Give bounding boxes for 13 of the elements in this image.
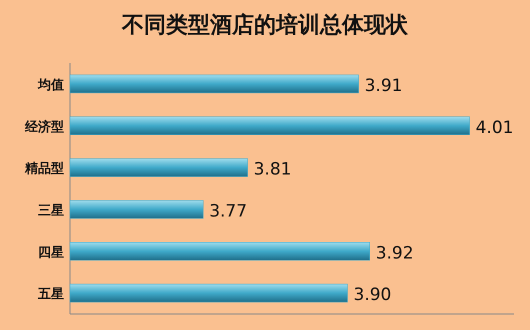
data-label: 3.77	[209, 201, 248, 222]
data-label: 3.91	[364, 76, 402, 96]
data-label: 3.81	[254, 160, 292, 180]
y-tick-label: 均值	[37, 78, 64, 93]
y-tick-label: 经济型	[24, 118, 64, 135]
data-label: 3.90	[354, 285, 392, 306]
y-tick-label: 三星	[38, 203, 64, 218]
y-tick-label: 五星	[37, 287, 64, 302]
y-tick-label: 四星	[38, 245, 64, 260]
data-label: 4.01	[476, 118, 514, 138]
y-tick-label: 精品型	[24, 162, 64, 177]
chart-title: 不同类型酒店的培训总体现状	[121, 12, 409, 38]
data-label: 3.92	[376, 243, 414, 264]
